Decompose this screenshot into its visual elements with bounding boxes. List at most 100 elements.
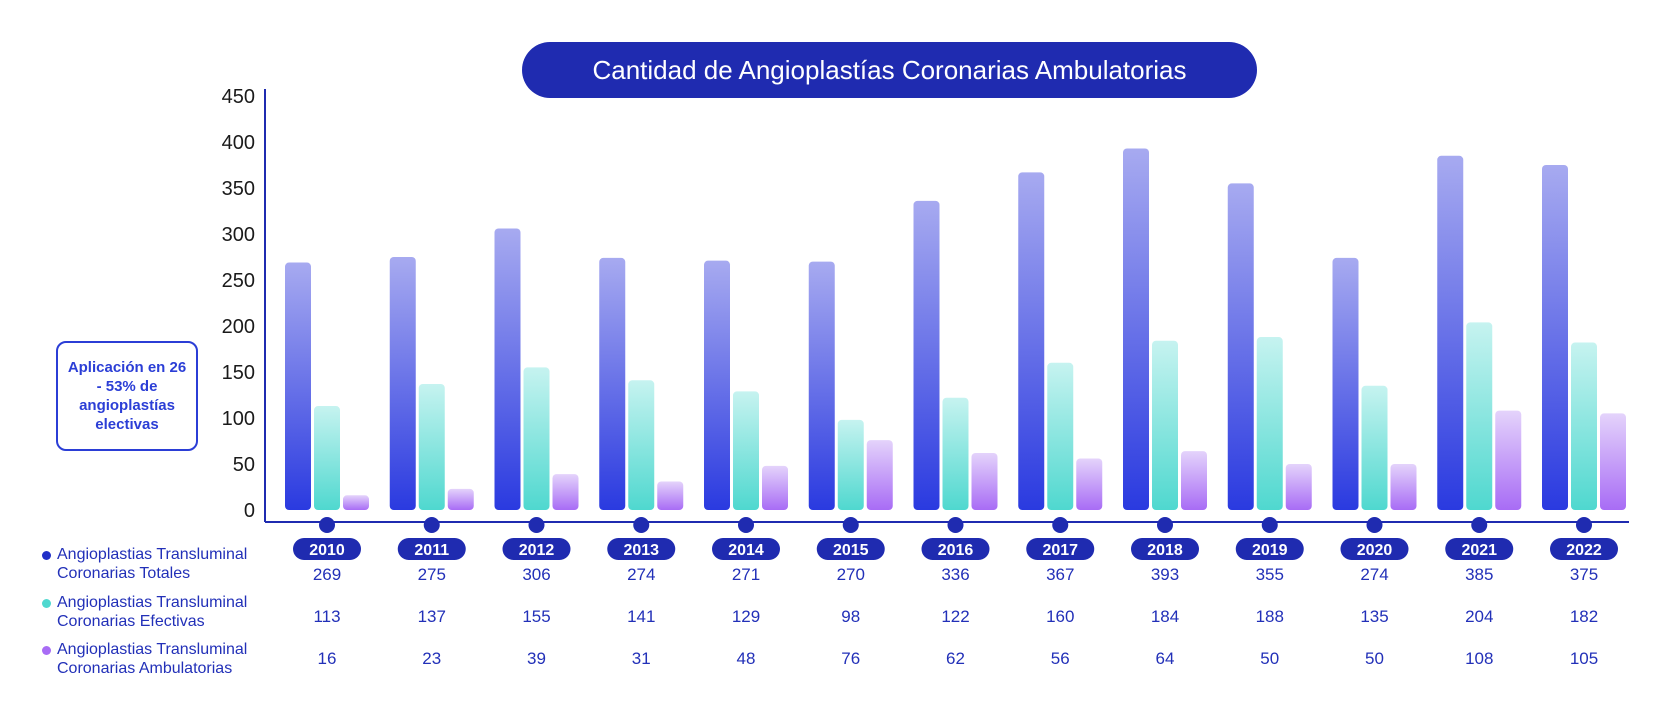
bar-totales	[389, 257, 416, 510]
bar-efectivas	[1466, 322, 1493, 510]
x-axis-marker	[1157, 517, 1173, 533]
bar-totales	[913, 200, 940, 510]
table-value: 64	[1156, 649, 1175, 668]
legend-label: Angioplastias Transluminal Coronarias Ef…	[57, 594, 248, 630]
x-tick-label: 2015	[833, 542, 869, 559]
table-value: 385	[1465, 565, 1493, 584]
table-value: 76	[841, 649, 860, 668]
year-pill	[921, 538, 990, 560]
bar-ambulatorias	[762, 465, 788, 510]
y-tick-label: 250	[222, 270, 255, 292]
table-value: 48	[737, 649, 756, 668]
bar-totales	[1227, 183, 1254, 510]
year-pill	[1340, 538, 1409, 560]
year-pill	[1026, 538, 1095, 560]
table-value: 270	[837, 565, 865, 584]
table-value: 188	[1256, 607, 1284, 626]
bar-ambulatorias	[552, 474, 579, 510]
bar-ambulatorias	[1076, 458, 1103, 510]
x-tick-label: 2011	[414, 542, 449, 559]
y-tick-label: 100	[222, 408, 255, 430]
bar-ambulatorias	[866, 440, 893, 510]
year-pill	[293, 538, 361, 560]
year-pill	[1131, 538, 1199, 560]
bar-totales	[285, 262, 311, 510]
bar-totales	[1542, 165, 1568, 510]
bar-totales	[808, 261, 835, 510]
legend-dot-icon	[42, 646, 51, 655]
year-pill	[1445, 538, 1514, 560]
bar-efectivas	[1571, 342, 1597, 510]
y-tick-label: 200	[222, 316, 255, 338]
bar-ambulatorias	[1181, 451, 1207, 510]
table-value: 355	[1256, 565, 1284, 584]
y-tick-label: 50	[233, 454, 255, 476]
table-value: 135	[1360, 607, 1388, 626]
table-value: 393	[1151, 565, 1179, 584]
y-tick-label: 0	[244, 500, 255, 522]
x-tick-label: 2014	[728, 542, 764, 559]
bar-totales	[1437, 155, 1464, 511]
x-tick-label: 2021	[1461, 542, 1497, 559]
y-axis-ticks: 0 50 100 150 200 250 300 350 400 450	[222, 86, 255, 522]
bar-efectivas	[1256, 337, 1283, 510]
bar-ambulatorias	[447, 488, 474, 510]
table-value: 274	[627, 565, 655, 584]
legend-label: Angioplastias Transluminal Coronarias Am…	[57, 641, 248, 677]
year-pill	[816, 538, 885, 560]
bar-totales	[1018, 172, 1045, 511]
year-pill	[502, 538, 571, 560]
table-value: 108	[1465, 649, 1493, 668]
table-value: 375	[1570, 565, 1598, 584]
x-tick-label: 2020	[1357, 542, 1393, 559]
x-tick-label: 2013	[623, 542, 659, 559]
bar-efectivas	[418, 383, 445, 510]
legend-dot-icon	[42, 599, 51, 608]
y-tick-label: 300	[222, 224, 255, 246]
chart-title: Cantidad de Angioplastías Coronarias Amb…	[522, 42, 1257, 98]
bar-totales	[1123, 148, 1149, 510]
bar-totales	[1332, 257, 1359, 510]
table-value: 39	[527, 649, 546, 668]
x-axis-marker	[1366, 517, 1383, 533]
y-tick-label: 150	[222, 362, 255, 384]
bar-efectivas	[1361, 385, 1388, 510]
bar-efectivas	[628, 380, 655, 510]
y-tick-label: 450	[222, 86, 255, 108]
table-value: 367	[1046, 565, 1074, 584]
table-value: 105	[1570, 649, 1598, 668]
x-axis-marker	[319, 517, 335, 533]
table-value: 16	[318, 649, 337, 668]
table-value: 129	[732, 607, 760, 626]
bar-ambulatorias	[971, 452, 998, 510]
table-value: 141	[627, 607, 655, 626]
legend-label: Angioplastias Transluminal Coronarias To…	[57, 546, 248, 582]
bar-ambulatorias	[1285, 464, 1312, 510]
x-tick-label: 2010	[309, 542, 345, 559]
bar-efectivas	[1047, 362, 1074, 510]
bar-ambulatorias	[1600, 413, 1626, 510]
y-tick-label: 400	[222, 132, 255, 154]
bar-ambulatorias	[1495, 410, 1522, 510]
table-value: 274	[1360, 565, 1388, 584]
table-value: 50	[1365, 649, 1384, 668]
bars-group	[285, 148, 1626, 511]
x-axis-marker	[1052, 517, 1069, 533]
table-value: 204	[1465, 607, 1493, 626]
year-pill	[1235, 538, 1304, 560]
x-axis-categories: 2010 2011 2012 2013 2014 2015 2016 2017 2018 2019…	[293, 517, 1618, 560]
bar-efectivas	[837, 419, 864, 510]
table-value: 275	[418, 565, 446, 584]
table-value: 56	[1051, 649, 1070, 668]
year-pill	[397, 538, 466, 560]
year-pill	[607, 538, 676, 560]
x-axis-marker	[947, 517, 964, 533]
year-pill	[712, 538, 780, 560]
table-value: 306	[522, 565, 550, 584]
data-table: 269 113 16 275 137 23 306 155 39 274 141 31 271 129 48…	[313, 565, 1598, 668]
x-tick-label: 2019	[1252, 542, 1288, 559]
table-value: 137	[418, 607, 446, 626]
table-value: 31	[632, 649, 651, 668]
table-value: 336	[941, 565, 969, 584]
